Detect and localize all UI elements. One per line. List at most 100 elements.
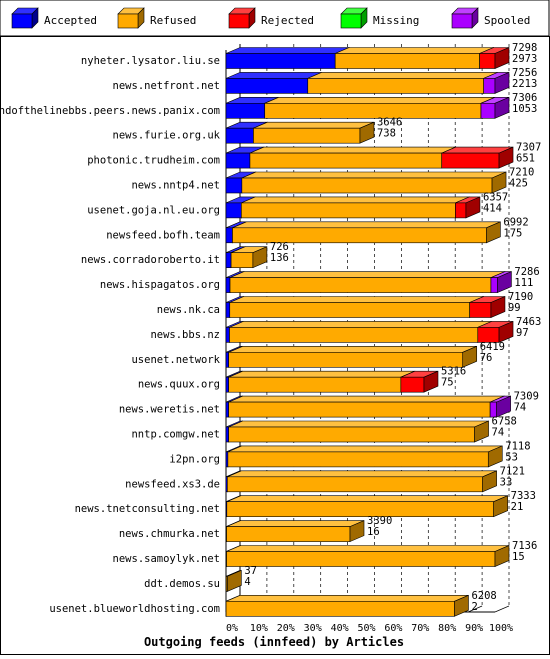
bar-top-refused <box>307 72 498 79</box>
row-total-label: 6992 <box>503 216 528 228</box>
row-label-host: usenet.goja.nl.eu.org <box>87 204 220 216</box>
row-label-host: usenet.network <box>131 354 220 366</box>
row-label-host: newsfeed.bofh.team <box>106 229 220 241</box>
bar-side-rejected <box>465 196 481 219</box>
row-label-host: news.nk.ca <box>157 304 220 316</box>
row-total-label: 7118 <box>505 440 530 452</box>
bar-segment-accepted <box>225 127 254 144</box>
bar-top-refused <box>229 296 484 303</box>
bar-top-refused <box>226 545 510 552</box>
bar-row <box>225 296 506 318</box>
row-refused-label: 4 <box>244 576 250 588</box>
bar-segment-refused <box>228 426 475 443</box>
row-label-host: news.nntp4.net <box>131 180 220 192</box>
bar-side-refused <box>454 594 469 617</box>
bar-row <box>225 420 489 443</box>
row-refused-label: 1053 <box>512 103 537 115</box>
legend: Accepted Refused Rejected Missing Spooled <box>11 7 530 29</box>
row-total-label: 7298 <box>512 42 537 54</box>
x-tick-label: 10% <box>250 623 268 634</box>
bar-segment-refused <box>249 152 443 169</box>
bar-segment-accepted <box>225 103 266 119</box>
row-label-host: news.quux.org <box>138 379 220 391</box>
bar-segment-rejected <box>469 302 492 318</box>
bar-side-refused <box>252 246 268 269</box>
bar-side-spooled <box>497 271 512 294</box>
bar-top-refused <box>241 171 507 179</box>
bar-segment-accepted <box>225 227 233 244</box>
bar-row <box>225 545 510 567</box>
row-label-host: news.bbs.nz <box>150 329 220 341</box>
row-total-label: 7121 <box>500 465 525 477</box>
row-label-host: endofthelinebbs.peers.news.panix.com <box>0 105 220 117</box>
bar-segment-refused <box>241 202 456 219</box>
bar-segment-refused <box>307 78 485 94</box>
row-label-host: usenet.blueworldhosting.com <box>49 603 220 615</box>
bar-top-refused <box>227 470 497 478</box>
bar-row <box>225 345 478 368</box>
row-total-label: 7256 <box>512 67 537 79</box>
row-refused-label: 2 <box>471 601 477 613</box>
row-total-label: 7307 <box>516 142 541 154</box>
bar-side-refused <box>482 470 497 493</box>
bar-segment-accepted <box>225 426 229 443</box>
bar-top-refused <box>229 321 492 328</box>
row-total-label: 7190 <box>508 291 533 303</box>
bar-row <box>225 246 268 269</box>
x-tick-label: 50% <box>357 623 375 634</box>
x-tick-label: 0% <box>226 623 238 634</box>
bar-segment-accepted <box>225 277 231 293</box>
bar-top-refused <box>228 345 477 353</box>
row-label-host: photonic.trudheim.com <box>87 155 220 167</box>
bar-top-refused <box>229 271 506 278</box>
row-total-label: 7309 <box>514 391 539 403</box>
bar-side-rejected <box>498 320 514 343</box>
bar-segment-spooled <box>490 277 498 293</box>
bar-row <box>225 470 497 493</box>
row-total-label: 5316 <box>441 366 466 378</box>
bar-segment-refused <box>226 551 496 567</box>
bar-top-refused <box>227 445 503 453</box>
bar-side-rejected <box>494 47 510 69</box>
bar-segment-refused <box>230 252 254 268</box>
bar-side-refused <box>474 420 489 443</box>
x-tick-label: 100% <box>489 623 513 634</box>
legend-label-missing: Missing <box>373 14 419 27</box>
bar-side-rejected <box>498 146 514 169</box>
row-label-host: news.samoylyk.net <box>113 553 220 565</box>
bar-segment-refused <box>253 127 361 144</box>
row-total-label: 3646 <box>377 117 402 129</box>
bar-segment-accepted <box>225 302 231 318</box>
bar-row <box>225 121 375 144</box>
bar-segment-accepted <box>225 327 230 343</box>
legend-swatch-spooled <box>451 13 473 29</box>
bar-segment-refused <box>226 526 351 542</box>
bar-segment-refused <box>226 501 494 518</box>
bar-segment-refused <box>228 351 464 368</box>
bar-top-refused <box>253 121 375 129</box>
row-refused-label: 74 <box>492 427 505 439</box>
bar-row <box>225 495 508 518</box>
bar-top-refused <box>225 594 469 602</box>
row-label-host: i2pn.org <box>169 453 220 465</box>
x-tick-label: 30% <box>304 623 322 634</box>
row-refused-label: 99 <box>508 302 521 314</box>
row-refused-label: 75 <box>441 377 454 389</box>
bar-row <box>225 146 514 169</box>
bar-segment-accepted <box>225 177 243 194</box>
bar-side-refused <box>349 520 365 543</box>
row-label-host: ddt.demos.su <box>144 578 220 590</box>
legend-swatch-rejected <box>228 13 250 29</box>
bar-segment-refused <box>228 401 491 418</box>
row-refused-label: 2973 <box>512 53 537 65</box>
x-tick-label: 90% <box>465 623 483 634</box>
bar-segment-rejected <box>441 152 500 169</box>
bar-side-refused <box>494 545 510 567</box>
row-label-host: news.corradoroberto.it <box>81 254 220 266</box>
legend-swatch-refused <box>117 13 139 29</box>
row-total-label: 3390 <box>367 515 392 527</box>
bar-segment-rejected <box>479 53 496 69</box>
row-refused-label: 33 <box>500 476 513 488</box>
legend-label-spooled: Spooled <box>484 14 530 27</box>
bar-side-spooled <box>496 395 511 418</box>
